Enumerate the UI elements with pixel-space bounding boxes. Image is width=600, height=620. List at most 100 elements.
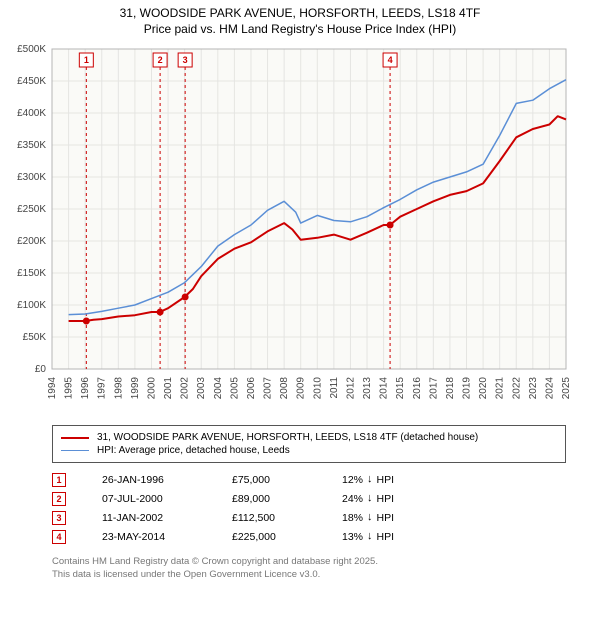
- sale-point: [83, 318, 90, 325]
- x-tick-label: 2005: [229, 377, 240, 400]
- event-row: 1 26-JAN-1996£75,00012% ↓ HPI: [52, 473, 566, 487]
- event-number-box: 4: [52, 530, 66, 544]
- x-tick-label: 2008: [279, 377, 290, 400]
- event-delta-vs: HPI: [377, 493, 395, 505]
- chart-title: 31, WOODSIDE PARK AVENUE, HORSFORTH, LEE…: [0, 0, 600, 39]
- x-tick-label: 2004: [213, 377, 224, 400]
- x-tick-label: 2007: [263, 377, 274, 400]
- event-delta-pct: 12%: [342, 474, 363, 486]
- event-number-box: 2: [52, 492, 66, 506]
- x-tick-label: 1996: [80, 377, 91, 400]
- x-tick-label: 2016: [412, 377, 423, 400]
- x-tick-label: 1999: [130, 377, 141, 400]
- y-tick-label: £350K: [17, 140, 46, 151]
- x-tick-label: 2010: [312, 377, 323, 400]
- event-date: 11-JAN-2002: [102, 512, 232, 524]
- legend-label: 31, WOODSIDE PARK AVENUE, HORSFORTH, LEE…: [97, 432, 478, 443]
- x-tick-label: 2023: [528, 377, 539, 400]
- event-marker-number: 3: [183, 55, 188, 65]
- legend-item: 31, WOODSIDE PARK AVENUE, HORSFORTH, LEE…: [61, 432, 557, 443]
- y-tick-label: £200K: [17, 236, 46, 247]
- event-delta-vs: HPI: [377, 531, 395, 543]
- sale-point: [387, 222, 394, 229]
- x-tick-label: 2014: [379, 377, 390, 400]
- x-tick-label: 1998: [113, 377, 124, 400]
- down-arrow-icon: ↓: [367, 473, 373, 485]
- event-row: 2 07-JUL-2000£89,00024% ↓ HPI: [52, 492, 566, 506]
- event-number-box: 1: [52, 473, 66, 487]
- x-tick-label: 1997: [97, 377, 108, 400]
- event-delta-pct: 24%: [342, 493, 363, 505]
- event-delta: 24% ↓ HPI: [342, 493, 394, 505]
- event-delta-vs: HPI: [377, 474, 395, 486]
- event-date: 07-JUL-2000: [102, 493, 232, 505]
- x-tick-label: 2012: [345, 377, 356, 400]
- event-row: 4 23-MAY-2014£225,00013% ↓ HPI: [52, 530, 566, 544]
- x-tick-label: 2015: [395, 377, 406, 400]
- sale-point: [157, 309, 164, 316]
- event-date: 23-MAY-2014: [102, 531, 232, 543]
- x-tick-label: 2000: [146, 377, 157, 400]
- x-tick-label: 2019: [462, 377, 473, 400]
- x-tick-label: 2021: [495, 377, 506, 400]
- event-marker-number: 1: [84, 55, 89, 65]
- y-tick-label: £100K: [17, 300, 46, 311]
- chart-area: £0 £50K £100K £150K £200K £250K £300K £350K £400…: [0, 39, 600, 419]
- x-tick-label: 2002: [180, 377, 191, 400]
- y-tick-label: £250K: [17, 204, 46, 215]
- footer-attribution: Contains HM Land Registry data © Crown c…: [52, 556, 566, 581]
- x-tick-label: 2018: [445, 377, 456, 400]
- event-delta: 12% ↓ HPI: [342, 474, 394, 486]
- down-arrow-icon: ↓: [367, 511, 373, 523]
- x-tick-label: 1994: [47, 377, 58, 400]
- x-tick-label: 1995: [64, 377, 75, 400]
- x-tick-label: 2009: [296, 377, 307, 400]
- x-tick-label: 2013: [362, 377, 373, 400]
- x-tick-label: 2022: [511, 377, 522, 400]
- event-price: £89,000: [232, 493, 342, 505]
- event-delta-pct: 13%: [342, 531, 363, 543]
- event-delta-pct: 18%: [342, 512, 363, 524]
- event-delta: 13% ↓ HPI: [342, 531, 394, 543]
- y-tick-label: £0: [35, 364, 47, 375]
- event-marker-number: 4: [388, 55, 393, 65]
- title-subtitle: Price paid vs. HM Land Registry's House …: [0, 22, 600, 38]
- chart-svg: £0 £50K £100K £150K £200K £250K £300K £350K £400…: [0, 39, 600, 419]
- title-address: 31, WOODSIDE PARK AVENUE, HORSFORTH, LEE…: [0, 6, 600, 22]
- event-price: £225,000: [232, 531, 342, 543]
- legend-swatch: [61, 450, 89, 451]
- x-tick-label: 2024: [544, 377, 555, 400]
- x-tick-label: 2001: [163, 377, 174, 400]
- y-tick-label: £400K: [17, 108, 46, 119]
- legend-label: HPI: Average price, detached house, Leed…: [97, 445, 290, 456]
- sale-point: [182, 294, 189, 301]
- event-row: 3 11-JAN-2002£112,50018% ↓ HPI: [52, 511, 566, 525]
- event-delta: 18% ↓ HPI: [342, 512, 394, 524]
- event-date: 26-JAN-1996: [102, 474, 232, 486]
- legend-item: HPI: Average price, detached house, Leed…: [61, 445, 557, 456]
- down-arrow-icon: ↓: [367, 492, 373, 504]
- event-price: £112,500: [232, 512, 342, 524]
- footer-line1: Contains HM Land Registry data © Crown c…: [52, 556, 566, 568]
- event-marker-number: 2: [158, 55, 163, 65]
- y-tick-label: £50K: [23, 332, 47, 343]
- event-number-box: 3: [52, 511, 66, 525]
- events-table: 1 26-JAN-1996£75,00012% ↓ HPI 2 07-JUL-2000£8…: [52, 473, 566, 544]
- event-delta-vs: HPI: [377, 512, 395, 524]
- legend: 31, WOODSIDE PARK AVENUE, HORSFORTH, LEE…: [52, 425, 566, 463]
- x-tick-label: 2020: [478, 377, 489, 400]
- x-tick-label: 2006: [246, 377, 257, 400]
- y-tick-label: £500K: [17, 44, 46, 55]
- y-tick-label: £150K: [17, 268, 46, 279]
- x-tick-label: 2011: [329, 377, 340, 399]
- x-tick-label: 2003: [196, 377, 207, 400]
- down-arrow-icon: ↓: [367, 530, 373, 542]
- x-tick-label: 2017: [428, 377, 439, 400]
- legend-swatch: [61, 437, 89, 439]
- event-price: £75,000: [232, 474, 342, 486]
- footer-line2: This data is licensed under the Open Gov…: [52, 569, 566, 581]
- y-tick-label: £300K: [17, 172, 46, 183]
- figure-container: 31, WOODSIDE PARK AVENUE, HORSFORTH, LEE…: [0, 0, 600, 620]
- y-tick-label: £450K: [17, 76, 46, 87]
- x-tick-label: 2025: [561, 377, 572, 400]
